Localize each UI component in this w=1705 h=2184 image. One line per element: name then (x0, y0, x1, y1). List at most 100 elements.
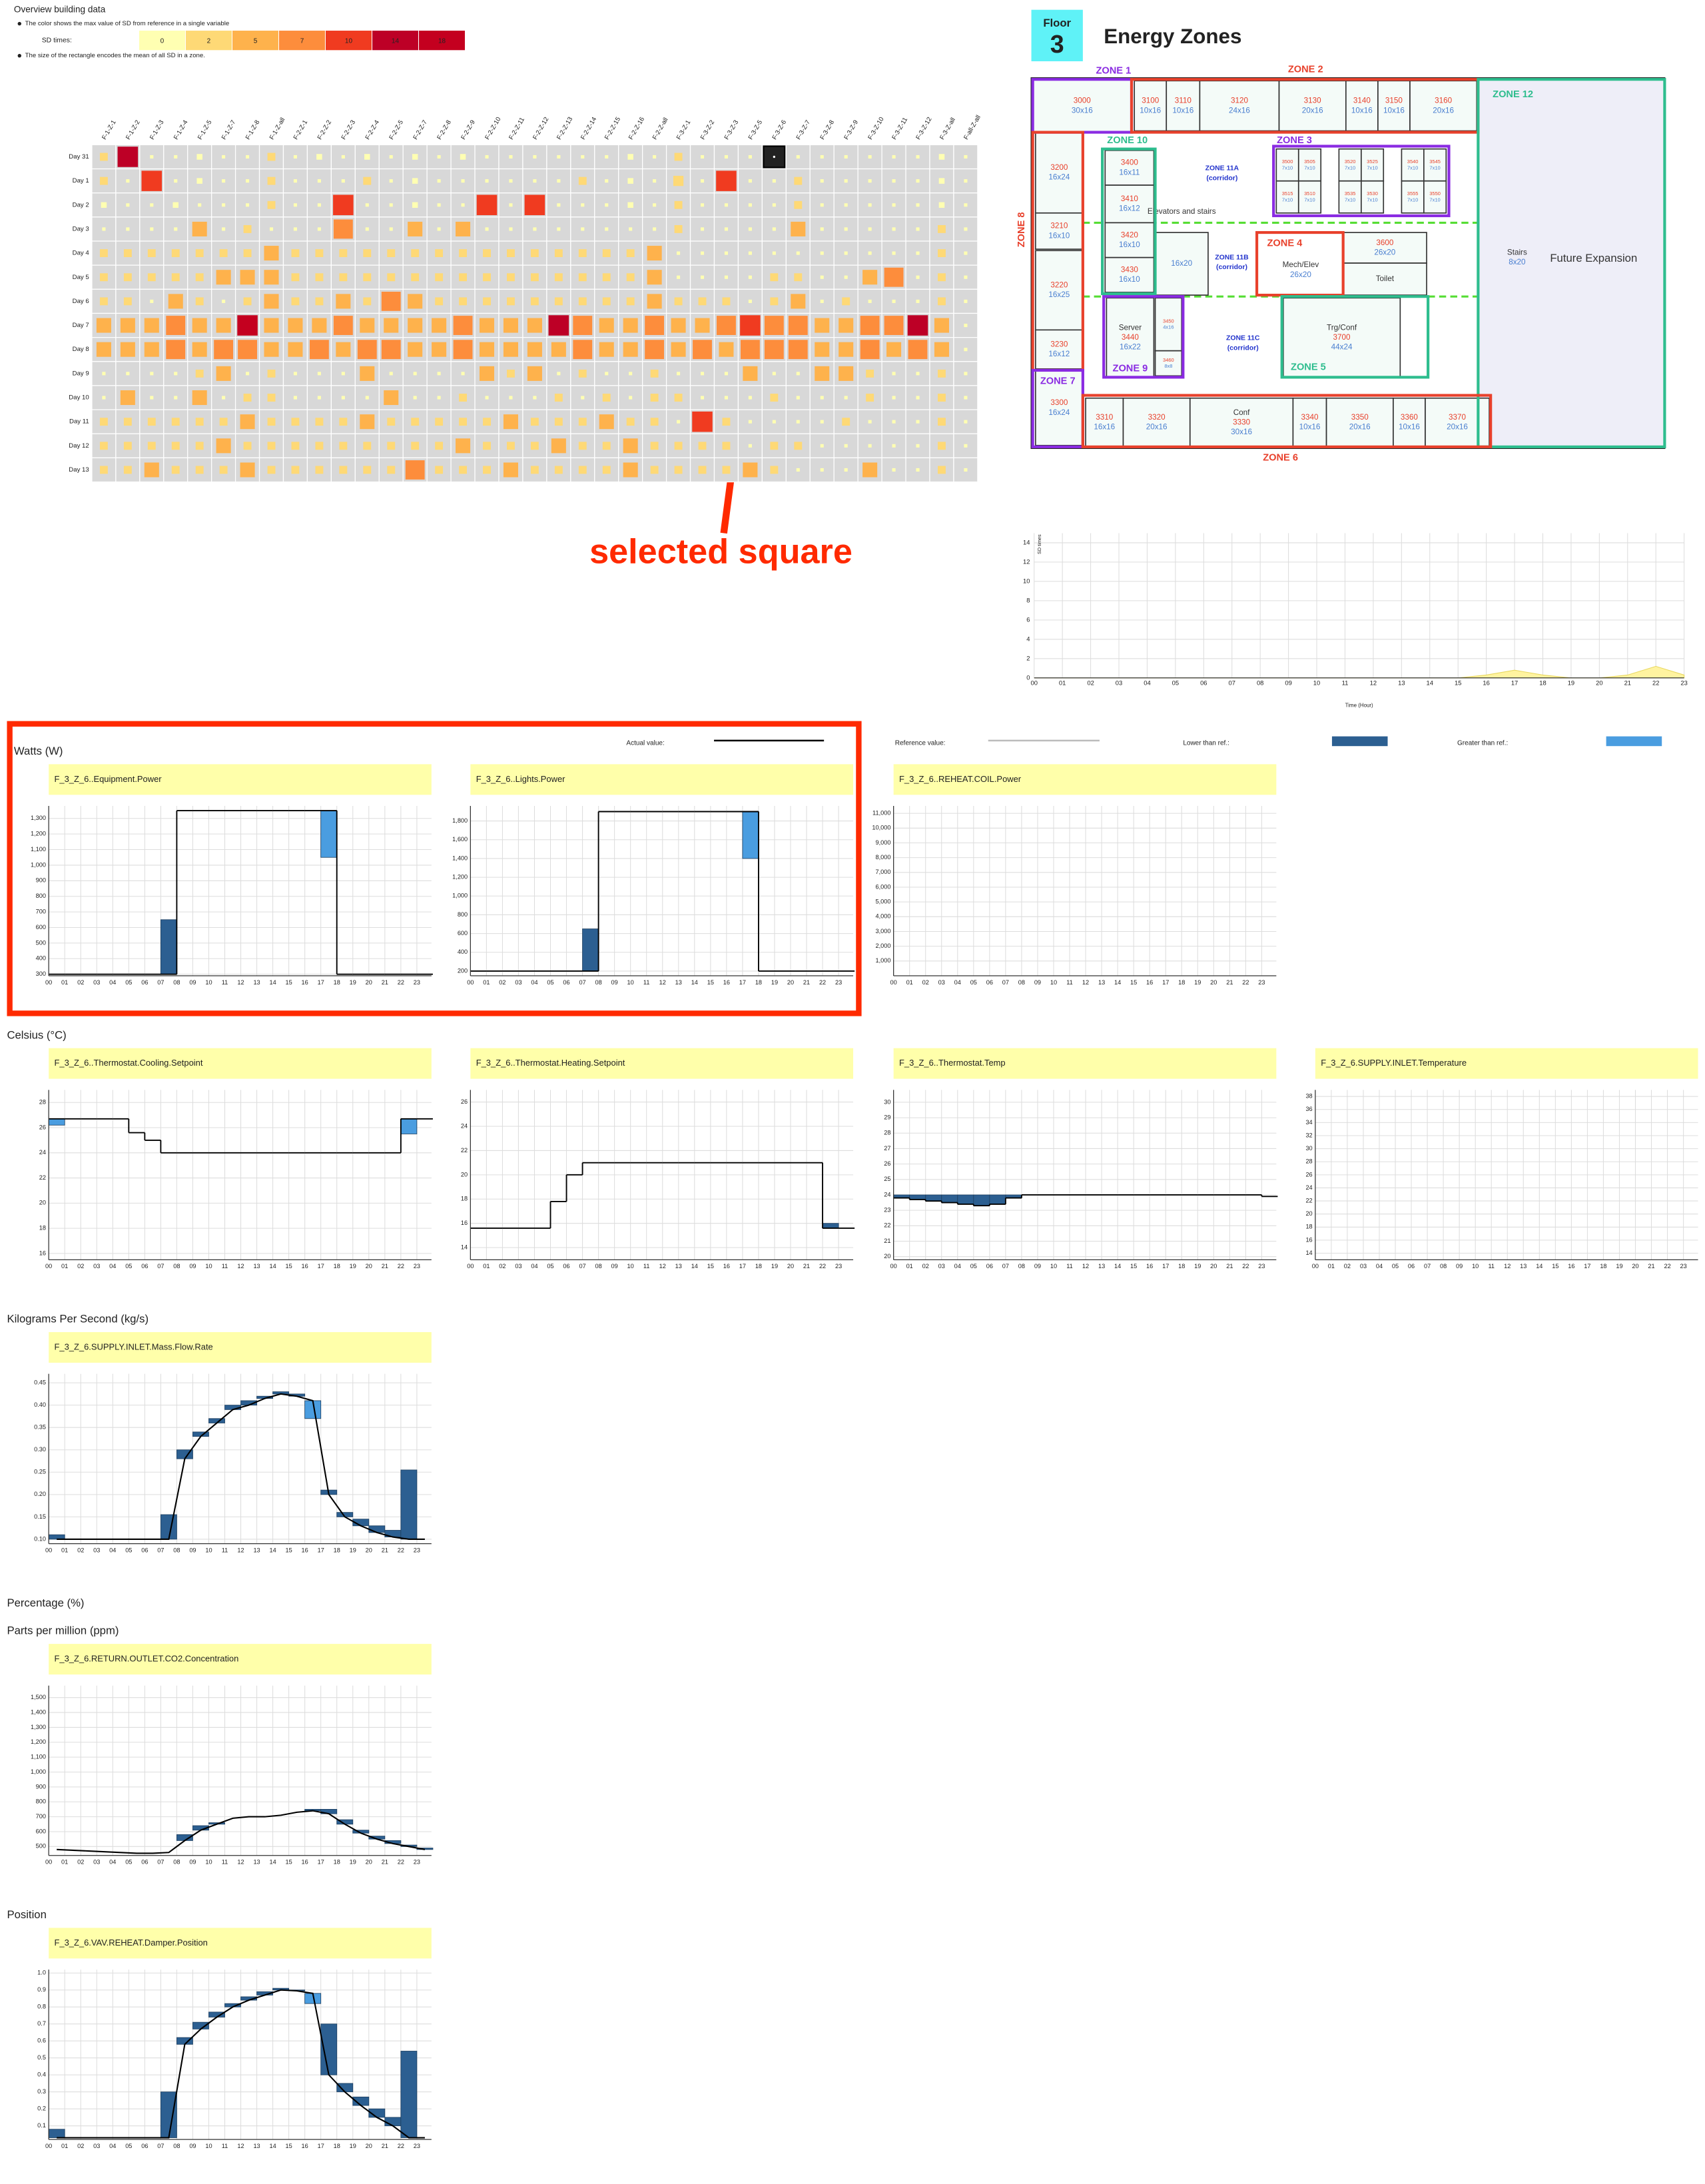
y-tick-label: 10 (1023, 577, 1030, 584)
x-tick-label: 21 (382, 1547, 388, 1554)
heat-square (839, 366, 854, 381)
x-tick-label: 13 (675, 979, 682, 986)
room-name: Stairs (1507, 248, 1527, 256)
room-size: 7x10 (1304, 196, 1315, 202)
heat-square (842, 297, 851, 306)
x-tick-label: 02 (77, 1547, 84, 1554)
x-tick-label: 12 (1370, 679, 1377, 687)
zone-label: ZONE 8 (1016, 212, 1027, 247)
x-tick-label: 23 (1258, 1263, 1265, 1270)
x-tick-label: 03 (93, 1547, 100, 1554)
diff-bar (336, 2083, 354, 2093)
diff-bar (582, 928, 599, 972)
x-tick-label: 11 (1342, 679, 1349, 687)
column-label: F-1-Z-5 (196, 119, 214, 141)
heatmap-title: Overview building data (14, 4, 106, 14)
y-tick-label: 800 (36, 1798, 46, 1805)
x-tick-label: 06 (986, 979, 993, 986)
heat-square (647, 294, 662, 309)
heat-square (293, 155, 298, 159)
heat-square (166, 340, 186, 360)
column-label: F-3-Z-8 (819, 119, 836, 141)
heat-square (700, 203, 705, 207)
heat-square (384, 390, 399, 406)
room-size: 7x10 (1345, 165, 1355, 171)
plan-title: Energy Zones (1104, 25, 1241, 48)
heat-square (892, 372, 896, 376)
heat-square (844, 203, 848, 207)
y-tick-label: 0.45 (34, 1379, 46, 1386)
x-tick-label: 04 (531, 1263, 537, 1270)
x-tick-label: 15 (707, 1263, 714, 1270)
heat-square (172, 202, 178, 208)
x-tick-label: 03 (93, 2143, 100, 2149)
y-tick-label: 18 (461, 1196, 468, 1202)
heat-square (866, 369, 874, 378)
room-size: 7x10 (1429, 196, 1440, 202)
room-size: 16x11 (1119, 168, 1140, 177)
heat-square (602, 273, 611, 282)
heat-square (964, 203, 968, 207)
legend-label: 14 (392, 37, 400, 45)
heat-square (934, 342, 949, 357)
x-tick-label: 05 (125, 1859, 132, 1866)
diff-bar (742, 811, 759, 859)
heat-square (291, 273, 300, 282)
x-tick-label: 17 (1584, 1263, 1590, 1270)
y-tick-label: 1,100 (31, 846, 46, 853)
row-label: Day 10 (69, 394, 89, 402)
heat-square (578, 297, 587, 306)
x-tick-label: 02 (922, 1263, 929, 1270)
heat-square (844, 251, 848, 255)
room-size: 16x22 (1120, 343, 1141, 352)
heat-square (938, 224, 946, 233)
diff-bar (989, 1194, 1006, 1205)
heat-square (700, 227, 705, 231)
cell-bg (857, 409, 882, 434)
heat-square (527, 366, 542, 381)
chart-header (49, 764, 432, 795)
room-number: 3520 (1345, 159, 1356, 165)
heat-square (938, 178, 945, 184)
heat-square (288, 342, 303, 357)
x-tick-label: 23 (414, 1263, 420, 1270)
heat-square (717, 316, 736, 335)
x-tick-label: 06 (141, 1263, 148, 1270)
x-tick-label: 11 (222, 1547, 228, 1554)
room-number: 3360 (1401, 413, 1419, 422)
diff-bar (384, 2117, 402, 2127)
heat-square (748, 396, 752, 400)
x-tick-label: 01 (61, 1547, 68, 1554)
heat-square (581, 203, 585, 207)
heat-square (408, 318, 423, 333)
legend-label: Greater than ref.: (1457, 740, 1508, 747)
heat-square (581, 227, 585, 231)
heat-square (150, 396, 154, 400)
heat-square (602, 442, 611, 450)
heat-square (623, 462, 638, 478)
heat-square (192, 390, 207, 406)
x-tick-label: 03 (515, 979, 521, 986)
x-tick-label: 18 (1600, 1263, 1606, 1270)
heat-square (365, 203, 369, 207)
heat-square (719, 342, 734, 357)
heat-square (267, 466, 276, 474)
heat-square (387, 249, 396, 258)
heat-square (724, 155, 729, 159)
legend-swatch (372, 31, 418, 51)
row-label: Day 13 (69, 466, 89, 474)
x-tick-label: 07 (1229, 679, 1235, 687)
x-tick-label: 19 (350, 1859, 356, 1866)
room-size: 16x10 (1119, 240, 1140, 249)
room-size: 8x20 (1509, 258, 1526, 266)
heat-square (724, 251, 729, 255)
floor-badge (1031, 9, 1083, 62)
heat-square (336, 294, 351, 309)
y-tick-label: 600 (36, 1828, 46, 1834)
heat-square (219, 418, 228, 426)
y-tick-label: 20 (461, 1171, 468, 1178)
room-size: 20x16 (1349, 423, 1371, 432)
room-number: 3460 (1163, 357, 1174, 363)
x-tick-label: 20 (1210, 979, 1217, 986)
heat-square (339, 442, 348, 450)
